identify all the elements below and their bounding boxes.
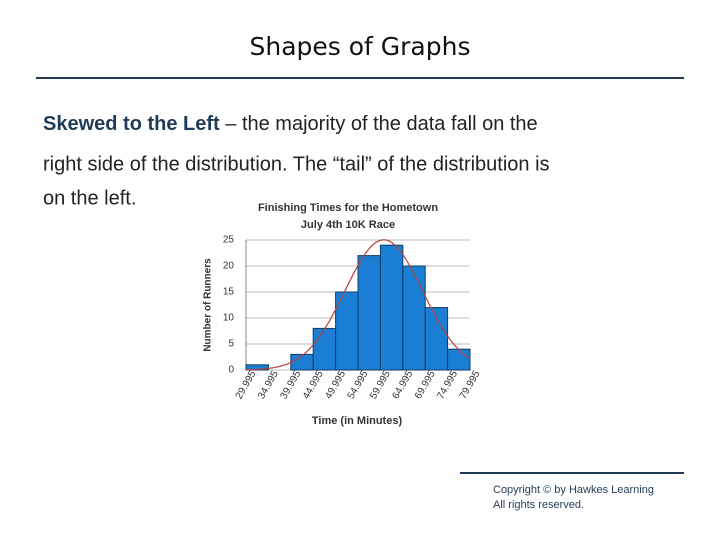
y-tick-label: 5 [228,339,234,350]
bar [245,364,269,371]
bar [290,353,314,371]
x-tick-label: 74.995 [435,369,460,401]
x-tick-label: 29.995 [234,369,259,401]
x-tick-label: 59.995 [368,369,393,401]
y-tick-label: 25 [223,235,235,246]
y-tick-label: 0 [228,365,234,376]
paragraph-line: right side of the distribution. The “tai… [43,153,550,175]
copyright: All rights reserved. [493,499,584,511]
bar [379,244,404,371]
heading: Skewed to the Left [43,113,220,135]
x-tick-label: 39.995 [279,369,304,401]
x-tick-label: 34.995 [256,369,281,401]
copyright: Copyright © by Hawkes Learning [493,484,654,496]
y-tick-label: 20 [223,261,235,272]
y-tick-label: 10 [223,313,235,324]
x-tick-label: 64.995 [391,369,416,401]
bar [312,327,337,371]
chart-title: Finishing Times for the Hometown [258,202,438,214]
x-tick-label: 79.995 [458,369,483,401]
slide-title: Shapes of Graphs [249,32,470,61]
x-tick-label: 49.995 [323,369,348,401]
bar [424,307,449,371]
paragraph-line: on the left. [43,187,136,209]
x-tick-label: 69.995 [413,369,438,401]
fit-curve [245,239,471,371]
bar [357,255,381,371]
paragraph-line: Skewed to the Left – the majority of the… [43,113,538,135]
y-tick-label: 15 [223,287,235,298]
x-axis-label: Time (in Minutes) [312,415,403,427]
bar [402,265,426,371]
chart-title: July 4th 10K Race [301,219,395,231]
x-tick-label: 44.995 [301,369,326,401]
bar [447,348,471,371]
text: – the majority of the data fall on the [225,113,537,135]
x-tick-label: 54.995 [346,369,371,401]
y-axis-label: Number of Runners [203,258,214,352]
